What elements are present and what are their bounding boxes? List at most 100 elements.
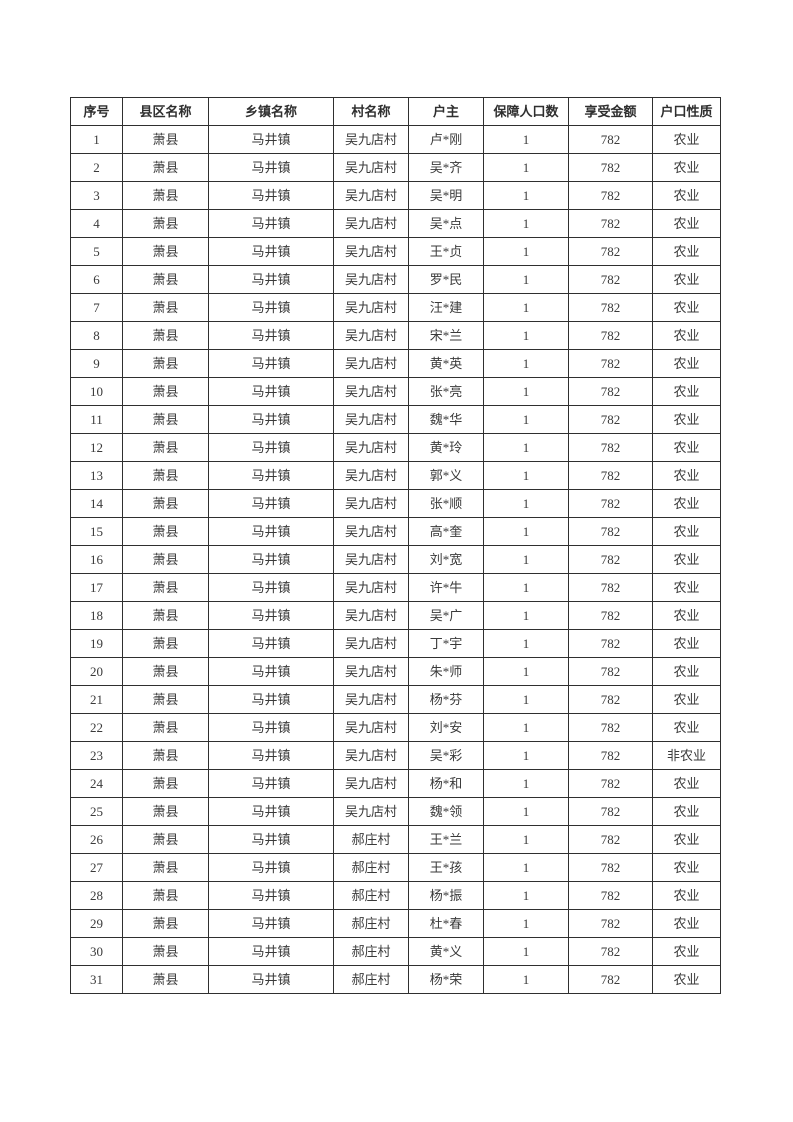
table-cell: 萧县 xyxy=(122,657,209,686)
table-cell: 782 xyxy=(568,769,653,798)
table-cell: 吴九店村 xyxy=(333,265,409,294)
table-cell: 吴九店村 xyxy=(333,573,409,602)
table-cell: 吴九店村 xyxy=(333,321,409,350)
table-cell: 30 xyxy=(70,937,123,966)
table-cell: 马井镇 xyxy=(208,881,334,910)
table-cell: 马井镇 xyxy=(208,405,334,434)
table-cell: 吴九店村 xyxy=(333,377,409,406)
table-cell: 马井镇 xyxy=(208,377,334,406)
table-cell: 马井镇 xyxy=(208,685,334,714)
benefits-table: 序号 县区名称 乡镇名称 村名称 户主 保障人口数 享受金额 户口性质 1 萧县 马井镇 吴九店村卢… xyxy=(70,97,721,994)
table-row: 22 萧县 马井镇 吴九店村 刘*安 1 782 农业 xyxy=(70,713,721,742)
table-cell: 21 xyxy=(70,685,123,714)
table-cell: 萧县 xyxy=(122,461,209,490)
table-cell: 郝庄村 xyxy=(333,909,409,938)
table-cell: 11 xyxy=(70,405,123,434)
table-cell: 吴九店村 xyxy=(333,461,409,490)
table-cell: 15 xyxy=(70,517,123,546)
column-header-0: 序号 xyxy=(70,97,123,126)
table-cell: 1 xyxy=(483,461,569,490)
table-cell: 萧县 xyxy=(122,237,209,266)
table-cell: 魏*领 xyxy=(408,797,484,826)
table-cell: 吴九店村 xyxy=(333,741,409,770)
table-cell: 782 xyxy=(568,293,653,322)
table-cell: 农业 xyxy=(652,489,721,518)
table-cell: 杨*芬 xyxy=(408,685,484,714)
table-cell: 萧县 xyxy=(122,937,209,966)
table-cell: 吴九店村 xyxy=(333,125,409,154)
table-cell: 农业 xyxy=(652,853,721,882)
table-cell: 28 xyxy=(70,881,123,910)
table-row: 20 萧县 马井镇 吴九店村 朱*师 1 782 农业 xyxy=(70,657,721,686)
table-cell: 吴*明 xyxy=(408,181,484,210)
table-cell: 黄*玲 xyxy=(408,433,484,462)
table-cell: 1 xyxy=(483,769,569,798)
table-cell: 19 xyxy=(70,629,123,658)
table-cell: 农业 xyxy=(652,937,721,966)
table-row: 24 萧县 马井镇 吴九店村 杨*和 1 782 农业 xyxy=(70,769,721,798)
table-cell: 马井镇 xyxy=(208,657,334,686)
table-cell: 萧县 xyxy=(122,125,209,154)
table-cell: 王*兰 xyxy=(408,825,484,854)
table-cell: 16 xyxy=(70,545,123,574)
table-cell: 马井镇 xyxy=(208,769,334,798)
table-cell: 马井镇 xyxy=(208,853,334,882)
table-cell: 农业 xyxy=(652,825,721,854)
table-cell: 1 xyxy=(483,181,569,210)
table-cell: 782 xyxy=(568,377,653,406)
table-cell: 马井镇 xyxy=(208,629,334,658)
table-cell: 吴九店村 xyxy=(333,209,409,238)
table-cell: 782 xyxy=(568,853,653,882)
table-cell: 非农业 xyxy=(652,741,721,770)
table-cell: 萧县 xyxy=(122,545,209,574)
table-cell: 782 xyxy=(568,489,653,518)
table-cell: 782 xyxy=(568,153,653,182)
table-cell: 马井镇 xyxy=(208,545,334,574)
table-cell: 2 xyxy=(70,153,123,182)
table-row: 17 萧县 马井镇 吴九店村 许*牛 1 782 农业 xyxy=(70,573,721,602)
table-cell: 1 xyxy=(483,265,569,294)
table-cell: 吴九店村 xyxy=(333,237,409,266)
table-cell: 马井镇 xyxy=(208,909,334,938)
table-row: 3 萧县 马井镇 吴九店村 吴*明 1 782 农业 xyxy=(70,181,721,210)
table-cell: 马井镇 xyxy=(208,573,334,602)
table-cell: 萧县 xyxy=(122,741,209,770)
table-cell: 马井镇 xyxy=(208,181,334,210)
table-cell: 782 xyxy=(568,545,653,574)
table-cell: 23 xyxy=(70,741,123,770)
table-cell: 吴九店村 xyxy=(333,349,409,378)
column-header-6: 享受金额 xyxy=(568,97,653,126)
table-cell: 马井镇 xyxy=(208,937,334,966)
table-cell: 782 xyxy=(568,517,653,546)
table-cell: 782 xyxy=(568,433,653,462)
table-cell: 1 xyxy=(483,153,569,182)
table-cell: 农业 xyxy=(652,657,721,686)
table-cell: 782 xyxy=(568,797,653,826)
table-cell: 782 xyxy=(568,461,653,490)
table-cell: 杨*振 xyxy=(408,881,484,910)
table-cell: 萧县 xyxy=(122,377,209,406)
table-cell: 782 xyxy=(568,321,653,350)
table-row: 8 萧县 马井镇 吴九店村 宋*兰 1 782 农业 xyxy=(70,321,721,350)
table-row: 18 萧县 马井镇 吴九店村 吴*广 1 782 农业 xyxy=(70,601,721,630)
table-cell: 马井镇 xyxy=(208,965,334,994)
table-cell: 萧县 xyxy=(122,853,209,882)
table-cell: 782 xyxy=(568,125,653,154)
table-cell: 黄*英 xyxy=(408,349,484,378)
table-cell: 萧县 xyxy=(122,825,209,854)
table-cell: 1 xyxy=(483,321,569,350)
table-cell: 马井镇 xyxy=(208,125,334,154)
table-cell: 1 xyxy=(483,825,569,854)
table-cell: 1 xyxy=(483,657,569,686)
table-cell: 吴九店村 xyxy=(333,797,409,826)
table-cell: 782 xyxy=(568,349,653,378)
table-cell: 张*顺 xyxy=(408,489,484,518)
table-cell: 农业 xyxy=(652,349,721,378)
table-cell: 1 xyxy=(483,909,569,938)
table-cell: 农业 xyxy=(652,769,721,798)
table-cell: 朱*师 xyxy=(408,657,484,686)
table-cell: 6 xyxy=(70,265,123,294)
table-cell: 吴*广 xyxy=(408,601,484,630)
table-cell: 782 xyxy=(568,405,653,434)
